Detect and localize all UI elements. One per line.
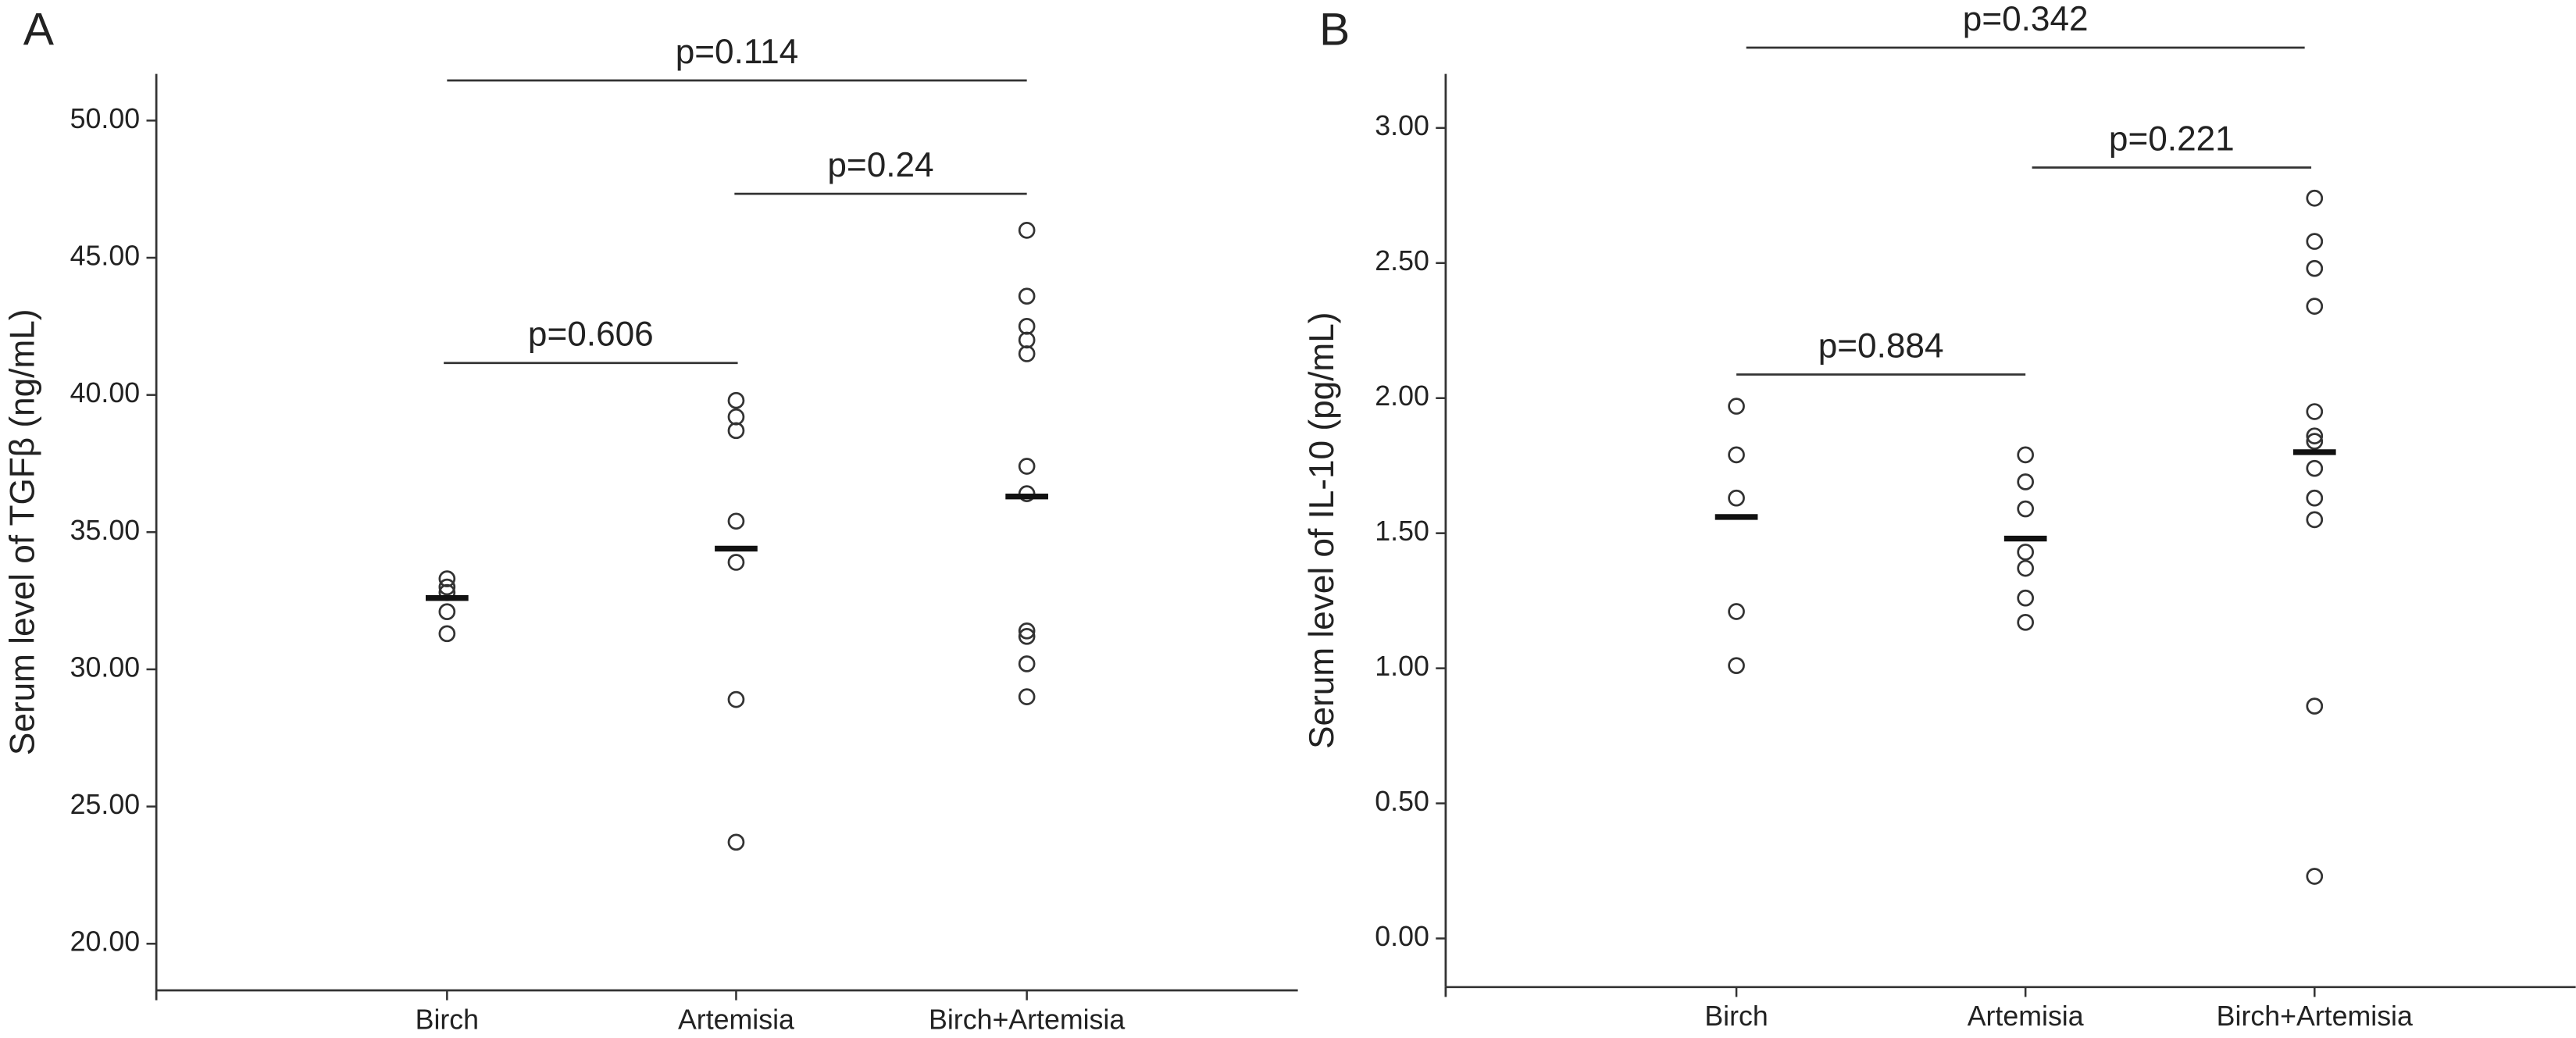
data-point bbox=[1728, 657, 1745, 675]
data-point bbox=[2017, 544, 2035, 561]
data-point bbox=[1018, 331, 1036, 349]
y-tick-label: 40.00 bbox=[70, 377, 140, 408]
y-tick-label: 30.00 bbox=[70, 651, 140, 683]
data-point bbox=[1018, 655, 1036, 672]
data-point bbox=[727, 422, 745, 440]
data-point bbox=[1728, 446, 1745, 464]
data-point bbox=[438, 578, 456, 596]
data-point bbox=[2306, 511, 2324, 529]
data-point bbox=[2306, 233, 2324, 250]
data-point bbox=[1728, 603, 1745, 620]
p-value-label: p=0.606 bbox=[528, 316, 654, 354]
data-point bbox=[2017, 559, 2035, 577]
x-tick-label: Artemisia bbox=[678, 1004, 794, 1035]
y-tick-label: 1.50 bbox=[1375, 515, 1429, 547]
data-point bbox=[2306, 403, 2324, 420]
data-point bbox=[438, 603, 456, 621]
y-axis-title: Serum level of IL-10 (pg/mL) bbox=[1303, 312, 1341, 749]
data-point bbox=[727, 408, 745, 426]
p-value-label: p=0.24 bbox=[827, 146, 933, 184]
data-point bbox=[1018, 222, 1036, 239]
data-point bbox=[2306, 489, 2324, 507]
y-tick-label: 0.00 bbox=[1375, 921, 1429, 952]
data-point bbox=[727, 833, 745, 851]
x-tick-label: Birch+Artemisia bbox=[2217, 1001, 2413, 1032]
data-point bbox=[1728, 489, 1745, 507]
data-point bbox=[2017, 446, 2035, 464]
data-point bbox=[1728, 398, 1745, 415]
y-tick-label: 35.00 bbox=[70, 515, 140, 546]
y-tick-label: 20.00 bbox=[70, 926, 140, 958]
data-point bbox=[727, 554, 745, 571]
y-tick-label: 2.50 bbox=[1375, 245, 1429, 276]
y-tick-label: 1.00 bbox=[1375, 651, 1429, 682]
panel-label: A bbox=[23, 5, 55, 55]
data-point bbox=[2017, 614, 2035, 631]
data-point bbox=[2306, 868, 2324, 885]
data-point bbox=[1018, 627, 1036, 645]
y-tick-label: 0.50 bbox=[1375, 786, 1429, 817]
p-value-label: p=0.342 bbox=[1963, 0, 2089, 38]
y-tick-label: 25.00 bbox=[70, 789, 140, 820]
y-tick-label: 3.00 bbox=[1375, 110, 1429, 141]
p-value-label: p=0.884 bbox=[1818, 326, 1944, 365]
data-point bbox=[2306, 697, 2324, 715]
x-tick-label: Birch+Artemisia bbox=[929, 1004, 1125, 1035]
data-point bbox=[1018, 318, 1036, 335]
p-value-label: p=0.221 bbox=[2109, 120, 2235, 159]
data-point bbox=[2017, 589, 2035, 607]
data-point bbox=[2306, 459, 2324, 477]
data-point bbox=[2306, 259, 2324, 277]
data-point bbox=[727, 690, 745, 708]
data-point bbox=[2017, 500, 2035, 518]
x-tick-label: Birch bbox=[1704, 1001, 1768, 1032]
data-point bbox=[2306, 298, 2324, 315]
data-point bbox=[1018, 622, 1036, 640]
y-axis-title: Serum level of TGFβ (ng/mL) bbox=[4, 309, 42, 756]
panel-label: B bbox=[1319, 5, 1350, 55]
data-point bbox=[1018, 287, 1036, 305]
data-point bbox=[727, 391, 745, 409]
data-point bbox=[2306, 427, 2324, 444]
data-point bbox=[2306, 189, 2324, 207]
x-tick-label: Birch bbox=[416, 1004, 479, 1035]
data-point bbox=[1018, 345, 1036, 362]
data-point bbox=[1018, 458, 1036, 475]
data-point bbox=[1018, 688, 1036, 705]
p-value-label: p=0.114 bbox=[676, 33, 799, 71]
data-point bbox=[727, 512, 745, 530]
y-tick-label: 2.00 bbox=[1375, 380, 1429, 412]
data-point bbox=[438, 625, 456, 643]
y-tick-label: 45.00 bbox=[70, 240, 140, 271]
x-tick-label: Artemisia bbox=[1968, 1001, 2084, 1032]
data-point bbox=[2017, 473, 2035, 490]
data-point bbox=[2306, 433, 2324, 450]
y-tick-label: 50.00 bbox=[70, 103, 140, 134]
